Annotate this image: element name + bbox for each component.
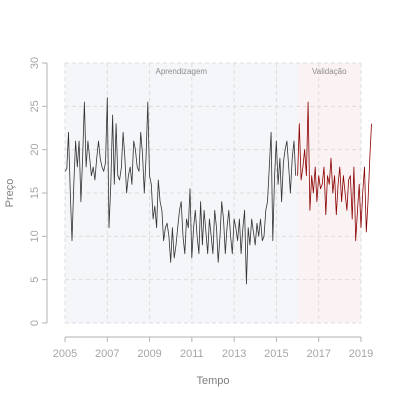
x-tick-label-1: 2007 (95, 348, 119, 360)
series-1-line (297, 101, 372, 242)
y-tick-label-3: 15 (29, 187, 41, 199)
y-tick-label-1: 5 (29, 277, 41, 283)
x-tick-label-7: 2019 (349, 348, 373, 360)
region-1-label: Validação (312, 67, 347, 76)
y-tick-label-6: 30 (29, 57, 41, 69)
x-tick-label-3: 2011 (180, 348, 204, 360)
x-tick-label-4: 2013 (222, 348, 246, 360)
y-tick-label-4: 20 (29, 144, 41, 156)
y-tick-label-0: 0 (29, 320, 41, 326)
series-lines (64, 97, 372, 285)
grid-lines (64, 62, 362, 324)
y-tick-label-2: 10 (29, 230, 41, 242)
y-axis-title: Preço (4, 179, 16, 208)
x-tick-label-5: 2015 (264, 348, 288, 360)
x-tick-label-0: 2005 (53, 348, 77, 360)
x-tick-label-6: 2017 (306, 348, 330, 360)
y-ticks: 0 5 10 15 20 25 30 (29, 57, 47, 326)
region-labels: Aprendizagem Validação (155, 67, 347, 76)
region-0-label: Aprendizagem (155, 67, 207, 76)
y-tick-label-5: 25 (29, 100, 41, 112)
x-ticks: 2005 2007 2009 2011 2013 2015 2017 2019 (53, 337, 373, 360)
x-axis-title: Tempo (196, 375, 229, 387)
series-0-line (64, 97, 297, 285)
x-tick-label-2: 2009 (137, 348, 161, 360)
